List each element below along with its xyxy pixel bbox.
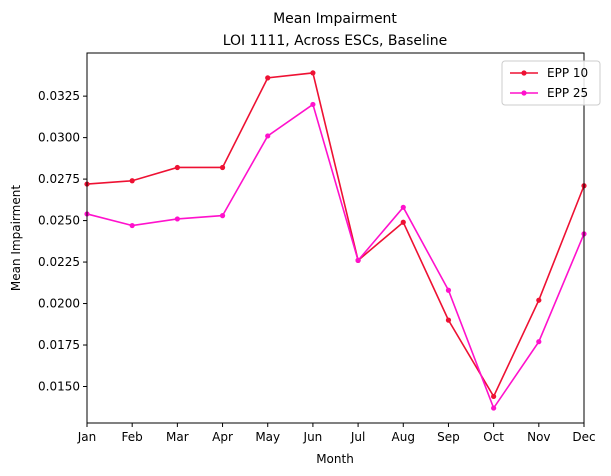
legend-label-epp-10: EPP 10 bbox=[547, 66, 588, 80]
legend: EPP 10 EPP 25 bbox=[501, 60, 601, 106]
x-tick-label: Jun bbox=[303, 430, 323, 444]
x-tick-label: Oct bbox=[483, 430, 504, 444]
chart-subtitle: LOI 1111, Across ESCs, Baseline bbox=[223, 33, 448, 49]
data-point-epp-10 bbox=[536, 297, 542, 303]
plot-frame bbox=[86, 52, 585, 424]
x-tick-label: Nov bbox=[527, 430, 550, 444]
legend-marker-epp-10 bbox=[521, 70, 527, 76]
y-tick-label: 0.0275 bbox=[38, 172, 80, 186]
data-point-epp-10 bbox=[400, 219, 406, 225]
data-point-epp-10 bbox=[265, 75, 271, 81]
y-tick-label: 0.0175 bbox=[38, 338, 80, 352]
data-point-epp-25 bbox=[129, 222, 135, 229]
x-tick-label: Jan bbox=[77, 430, 97, 444]
data-point-epp-25 bbox=[174, 216, 180, 222]
data-point-epp-25 bbox=[310, 101, 316, 108]
x-tick-label: Sep bbox=[437, 430, 460, 444]
y-axis: 0.0150 0.0175 0.0200 0.0225 0.0250 0.0275 0.03… bbox=[38, 89, 87, 393]
data-point-epp-10 bbox=[310, 70, 316, 76]
x-axis-label: Month bbox=[316, 452, 354, 466]
y-tick-label: 0.0300 bbox=[38, 131, 80, 145]
x-tick-label: May bbox=[255, 430, 280, 444]
series-line-epp-10 bbox=[86, 72, 585, 399]
data-point-epp-25 bbox=[400, 204, 406, 210]
x-tick-label: Dec bbox=[572, 430, 595, 444]
data-point-epp-10 bbox=[219, 164, 226, 171]
data-point-epp-25 bbox=[219, 213, 226, 219]
series-layer bbox=[84, 70, 587, 411]
y-tick-label: 0.0150 bbox=[38, 379, 80, 393]
y-tick-label: 0.0225 bbox=[38, 255, 80, 269]
x-tick-label: Mar bbox=[166, 430, 189, 444]
x-tick-label: Apr bbox=[212, 430, 233, 444]
y-tick-label: 0.0325 bbox=[38, 89, 80, 103]
data-point-epp-25 bbox=[355, 257, 361, 263]
legend-box bbox=[501, 60, 601, 106]
x-tick-label: Aug bbox=[392, 430, 415, 444]
data-point-epp-10 bbox=[174, 164, 180, 171]
data-point-epp-25 bbox=[265, 133, 271, 139]
data-point-epp-10 bbox=[129, 178, 135, 184]
data-point-epp-25 bbox=[536, 339, 542, 345]
series-line-epp-25 bbox=[86, 103, 585, 410]
x-tick-label: Jul bbox=[350, 430, 365, 444]
legend-marker-epp-25 bbox=[521, 90, 527, 96]
y-tick-label: 0.0200 bbox=[38, 297, 80, 311]
chart-title: Mean Impairment bbox=[273, 11, 397, 27]
y-tick-label: 0.0250 bbox=[38, 214, 80, 228]
legend-label-epp-25: EPP 25 bbox=[547, 86, 588, 100]
data-point-epp-25 bbox=[491, 405, 497, 411]
y-axis-label: Mean Impairment bbox=[9, 185, 23, 291]
data-point-epp-10 bbox=[491, 393, 497, 400]
data-point-epp-25 bbox=[445, 287, 452, 293]
data-point-epp-10 bbox=[445, 317, 452, 323]
x-axis: Jan Feb Mar Apr May Jun Jul Aug Sep Oct Nov Dec bbox=[77, 423, 596, 444]
x-tick-label: Feb bbox=[122, 430, 143, 444]
